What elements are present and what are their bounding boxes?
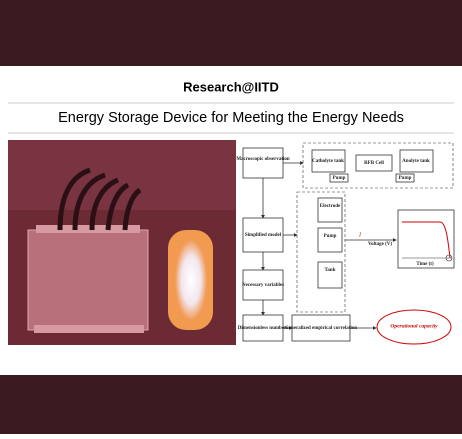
label: Voltage (V) <box>368 242 392 247</box>
node: Operational capacity <box>390 323 438 329</box>
node: Electrode <box>320 204 341 209</box>
node: Catholyte tank <box>312 159 344 164</box>
top-band <box>0 0 462 66</box>
photo <box>8 140 236 345</box>
node: Pump <box>324 234 337 239</box>
node: Pump <box>399 176 412 181</box>
node: RFB Cell <box>364 161 384 166</box>
bottom-band <box>0 375 462 434</box>
node: Macroscopic observation <box>236 157 290 162</box>
node: Generalized empirical correlation <box>285 326 357 331</box>
label: I <box>358 232 362 238</box>
title: Research@IITD <box>183 79 279 94</box>
node: Anolyte tank <box>402 159 430 164</box>
diagram: Macroscopic observation Catholyte tank R… <box>236 143 454 344</box>
label: Time (t) <box>416 262 434 267</box>
node: Tank <box>325 268 336 273</box>
page: Research@IITD Energy Storage Device for … <box>0 0 462 434</box>
node: Pump <box>333 176 346 181</box>
node: Necessary variables <box>242 283 284 288</box>
subtitle: Energy Storage Device for Meeting the En… <box>58 110 404 126</box>
node: Dimensionless numbers <box>238 326 288 331</box>
node: Simplified model <box>245 233 282 238</box>
